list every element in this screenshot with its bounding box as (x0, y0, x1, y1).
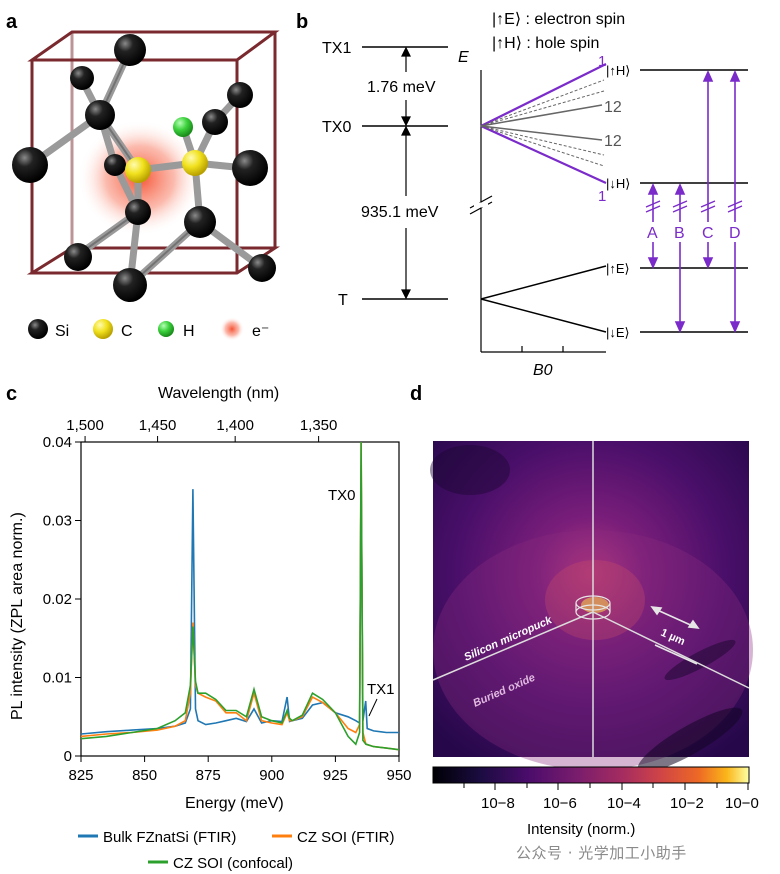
scale-bar (650, 606, 700, 665)
c-atom (182, 150, 208, 176)
x-tick-label: 950 (386, 767, 411, 784)
si-atom (12, 147, 48, 183)
chart-axes-group: 825 850 875 900 925 950 0 0.01 0.02 0.03 0.041,500… (43, 417, 412, 784)
pl-spectrum-chart: Wavelength (nm) 825 850 875 900 925 950 0 0.01 0… (9, 385, 412, 872)
state-down-e: |↓E⟩ (606, 325, 630, 340)
series-line-0 (81, 465, 399, 735)
legend-c-label: C (121, 323, 133, 340)
crystal-structure-illustration (12, 30, 281, 302)
annotation-tx0: TX0 (328, 487, 356, 504)
x-tick-label: 850 (132, 767, 157, 784)
si-atom (184, 206, 216, 238)
y-tick-label: 0.01 (43, 670, 72, 687)
legend-electron-spin: |↑E⟩ : electron spin (492, 11, 625, 28)
si-atom (113, 268, 147, 302)
colorbar-tick-2: 10−6 (543, 795, 577, 812)
colorbar-tick-4: 10−2 (670, 795, 704, 812)
legend-si-label: Si (55, 323, 69, 340)
fan-label-top: 1 (598, 53, 606, 70)
legend-e-swatch (220, 317, 244, 341)
top-tick-label: 1,450 (139, 417, 177, 434)
panel-label-b: b (296, 11, 308, 33)
legend-h-swatch (158, 321, 174, 337)
transition-a-label: A (647, 225, 658, 242)
top-tick-label: 1,350 (300, 417, 338, 434)
gap-tx1-tx0: 1.76 meV (367, 79, 436, 96)
top-tick-label: 1,500 (66, 417, 104, 434)
top-tick-label: 1,400 (216, 417, 254, 434)
gap-tx0-t: 935.1 meV (361, 204, 439, 221)
micropuck-edge-left (432, 611, 594, 681)
state-up-h: |↑H⟩ (606, 63, 630, 78)
legend-e-label: e⁻ (252, 323, 269, 340)
si-atom (125, 199, 151, 225)
si-atom (64, 243, 92, 271)
legend-hole-spin: |↑H⟩ : hole spin (492, 35, 599, 52)
annotation-tx1: TX1 (367, 681, 395, 698)
colorbar-tick-3: 10−4 (607, 795, 641, 812)
chart-top-xlabel: Wavelength (nm) (158, 385, 279, 402)
c-atom (125, 157, 151, 183)
fan-label-upper: 12 (604, 99, 622, 116)
si-atom (85, 100, 115, 130)
si-atom (227, 82, 253, 108)
si-atom (104, 154, 126, 176)
legend-si-swatch (28, 319, 48, 339)
h-atom (173, 117, 193, 137)
state-down-h: |↓H⟩ (606, 176, 630, 191)
x-tick-label: 900 (259, 767, 284, 784)
y-tick-label: 0 (64, 748, 72, 765)
atom-legend: Si C H e⁻ (28, 317, 269, 341)
colorbar-tick-5: 10−0 (725, 795, 759, 812)
fan-label-bottom: 1 (598, 188, 606, 205)
chart-ylabel: PL intensity (ZPL area norm.) (9, 512, 26, 720)
micropuck-edge-right (592, 611, 750, 689)
legend-label-cz-confocal: CZ SOI (confocal) (173, 855, 293, 872)
series-line-2 (81, 442, 399, 751)
energy-axis-label: E (458, 49, 469, 66)
transition-c-label: C (702, 225, 714, 242)
si-atom (248, 254, 276, 282)
field-axis-label: B0 (533, 362, 553, 379)
transition-b-label: B (674, 225, 685, 242)
micropuck-outline (575, 595, 611, 620)
x-tick-label: 825 (68, 767, 93, 784)
transition-d-label: D (729, 225, 741, 242)
panel-label-d: d (410, 383, 422, 405)
level-tx0-label: TX0 (322, 119, 351, 136)
x-tick-label: 875 (196, 767, 221, 784)
chart-series-group (81, 442, 399, 751)
colorbar-label: Intensity (norm.) (527, 821, 635, 838)
panel-label-a: a (6, 11, 18, 33)
legend-label-bulk: Bulk FZnatSi (FTIR) (103, 829, 236, 846)
x-tick-label: 925 (323, 767, 348, 784)
colorbar-tick-1: 10−8 (481, 795, 515, 812)
watermark: 公众号 · 光学加工小助手 (516, 844, 687, 862)
y-tick-label: 0.03 (43, 513, 72, 530)
energy-level-diagram: |↑E⟩ : electron spin |↑H⟩ : hole spin TX… (322, 11, 748, 379)
si-atom (70, 66, 94, 90)
intensity-map: Silicon micropuck Buried oxide 1 µm 10−8… (430, 441, 759, 838)
colorbar (432, 766, 750, 784)
y-tick-label: 0.04 (43, 434, 72, 451)
legend-h-label: H (183, 323, 195, 340)
si-atom (202, 109, 228, 135)
si-atom (232, 150, 268, 186)
chart-xlabel: Energy (meV) (185, 795, 284, 812)
legend-c-swatch (93, 319, 113, 339)
state-up-e: |↑E⟩ (606, 261, 630, 276)
colorbar-ticks (463, 783, 749, 790)
level-tx1-label: TX1 (322, 40, 351, 57)
legend-label-cz-ftir: CZ SOI (FTIR) (297, 829, 395, 846)
level-t-label: T (338, 292, 348, 309)
fan-label-lower: 12 (604, 133, 622, 150)
y-tick-label: 0.02 (43, 591, 72, 608)
optical-transitions (645, 70, 743, 333)
si-atom (114, 34, 146, 66)
panel-label-c: c (6, 383, 17, 405)
annotation-tx1-pointer (368, 698, 378, 717)
